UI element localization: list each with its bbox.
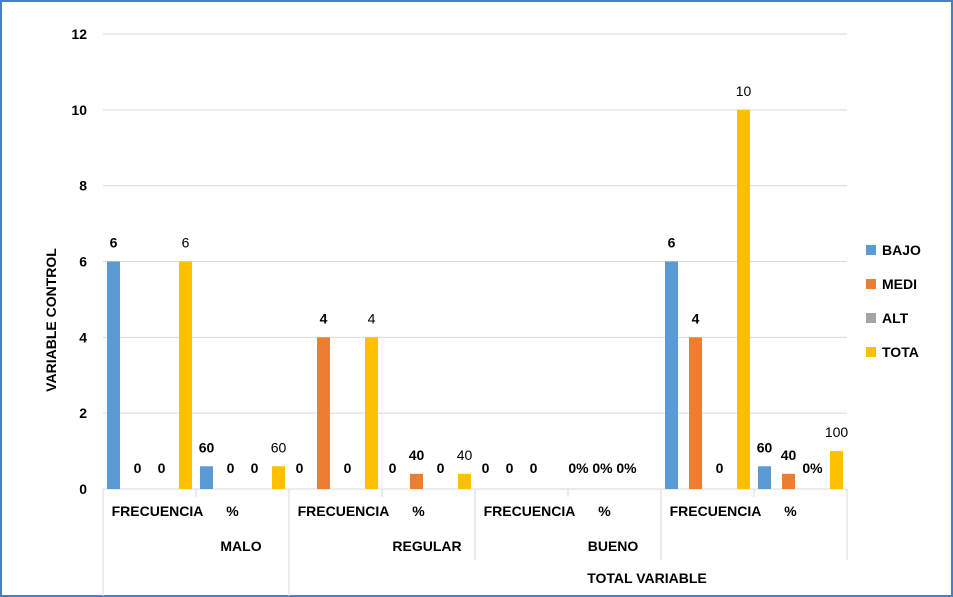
data-label: 40 [781,447,797,463]
data-label: 60 [199,439,215,455]
group-label: REGULAR [392,538,461,554]
category-label: % [226,503,239,519]
legend-swatch [866,245,876,255]
y-axis-title: VARIABLE CONTROL [43,248,59,392]
legend-swatch [866,347,876,357]
y-tick-label: 12 [71,26,87,42]
category-label: % [598,503,611,519]
y-tick-label: 10 [71,102,87,118]
group-label: TOTAL VARIABLE [587,570,707,586]
legend-label: MEDI [882,276,917,292]
data-label: 60 [271,439,287,455]
bar-tota [737,109,750,489]
data-label: 0% [616,460,637,476]
category-label: FRECUENCIA [298,503,390,519]
y-tick-label: 8 [79,178,87,194]
y-tick-label: 2 [79,405,87,421]
group-label: BUENO [588,538,639,554]
data-label: 0% [568,460,589,476]
bar-tota [272,466,285,489]
data-label: 4 [692,310,700,326]
data-label: 60 [757,439,773,455]
data-label: 0 [227,460,235,476]
y-tick-label: 4 [79,329,87,345]
data-label: 0 [344,460,352,476]
data-label: 0% [592,460,613,476]
group-label: MALO [220,538,261,554]
data-label: 0% [802,460,823,476]
bar-medi [689,337,702,489]
data-label: 0 [158,460,166,476]
data-label: 0 [389,460,397,476]
bar-tota [458,473,471,489]
data-label: 0 [134,460,142,476]
data-label: 100 [825,424,849,440]
legend-label: BAJO [882,242,921,258]
legend-swatch [866,313,876,323]
category-label: FRECUENCIA [112,503,204,519]
category-label: FRECUENCIA [484,503,576,519]
data-label: 40 [457,447,473,463]
bar-tota [830,451,843,489]
y-tick-label: 0 [79,481,87,497]
bar-tota [365,337,378,489]
data-label: 0 [296,460,304,476]
y-tick-label: 6 [79,254,87,270]
data-label: 10 [736,83,752,99]
data-label: 6 [182,235,190,251]
bar-bajo [200,466,213,489]
bar-bajo [665,261,678,489]
legend-label: TOTA [882,344,919,360]
data-label: 4 [320,310,328,326]
data-label: 0 [506,460,514,476]
bar-tota [179,261,192,489]
data-label: 0 [437,460,445,476]
bar-medi [317,337,330,489]
bar-medi [410,473,423,489]
category-label: % [412,503,425,519]
data-label: 0 [482,460,490,476]
data-label: 4 [368,310,376,326]
bar-bajo [107,261,120,489]
data-label: 0 [716,460,724,476]
data-label: 6 [668,235,676,251]
data-label: 0 [530,460,538,476]
bar-medi [782,473,795,489]
category-label: FRECUENCIA [670,503,762,519]
data-label: 40 [409,447,425,463]
bar-bajo [758,466,771,489]
legend-swatch [866,279,876,289]
data-label: 6 [110,235,118,251]
category-label: % [784,503,797,519]
data-label: 0 [251,460,259,476]
legend-label: ALT [882,310,909,326]
